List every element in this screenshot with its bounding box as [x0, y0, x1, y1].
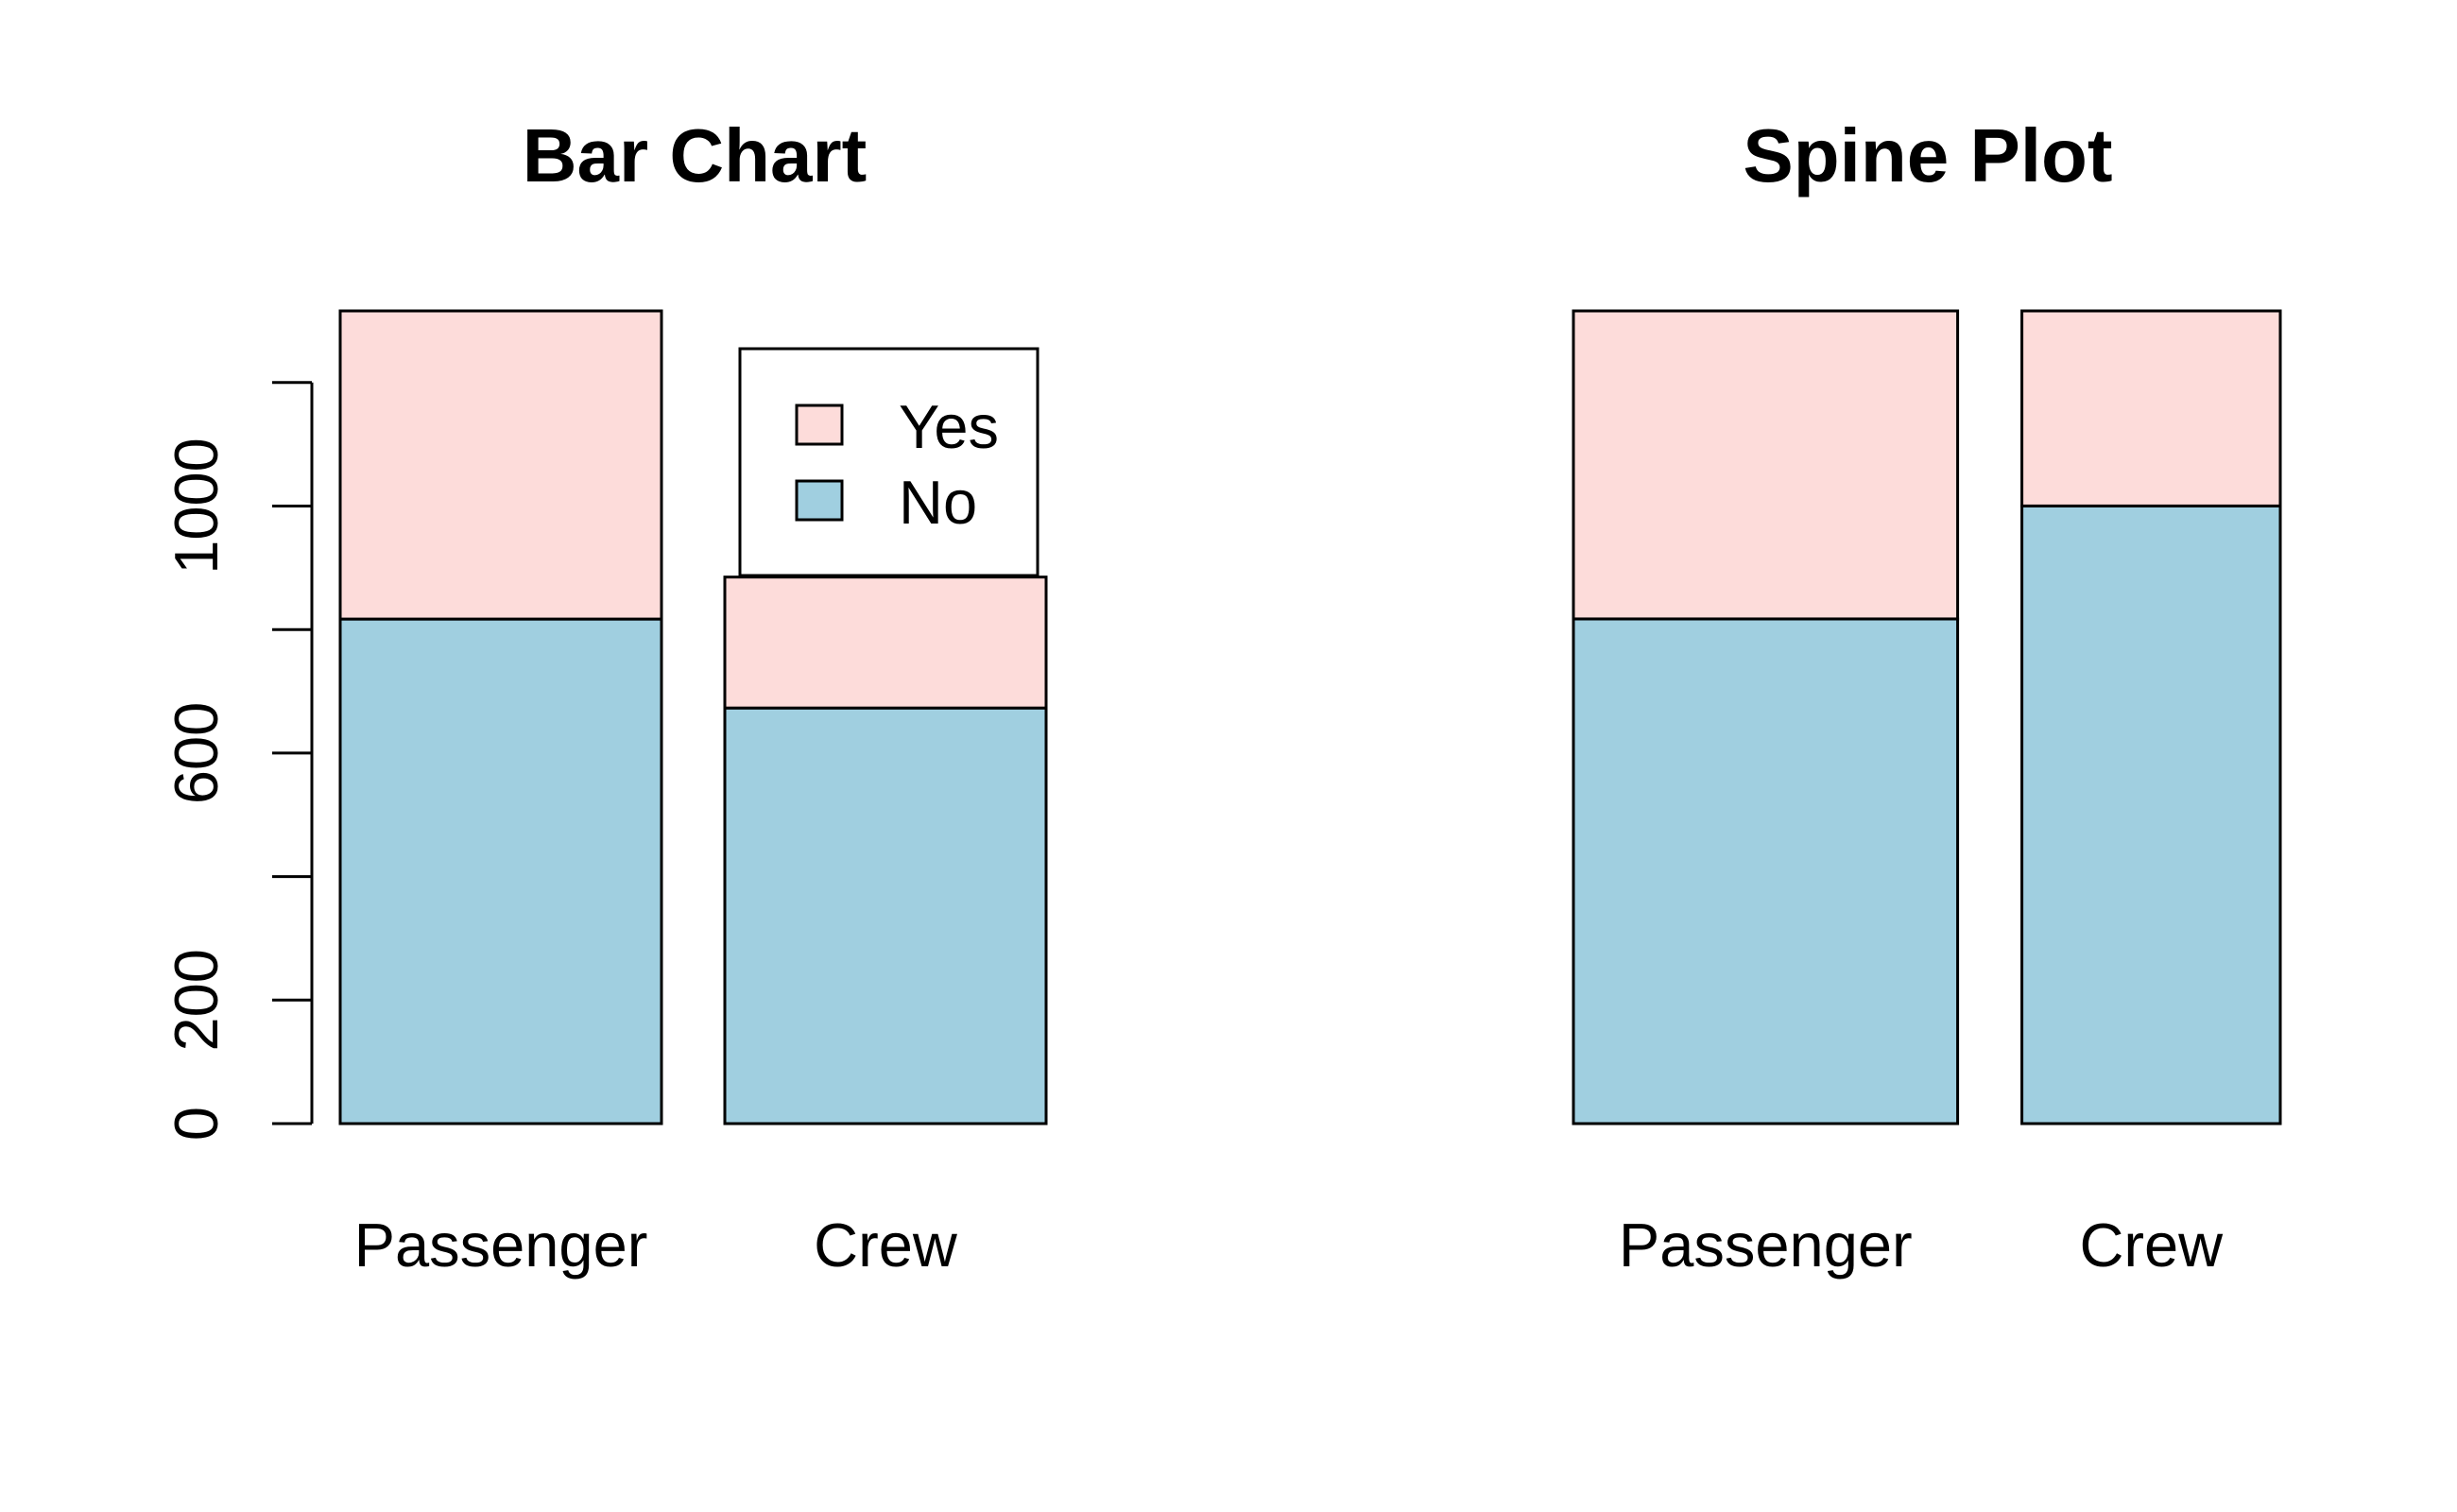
spine-category-label-passenger: Passenger: [1619, 1211, 1913, 1280]
legend-swatch-no: [795, 479, 844, 522]
y-tick-label: 0: [162, 1107, 231, 1141]
bar-chart-y-axis: 0 200 600 1000: [162, 381, 314, 1141]
spine-plot-title: Spine Plot: [1743, 113, 2112, 198]
category-label-crew: Crew: [814, 1211, 958, 1280]
bar-chart-title: Bar Chart: [523, 113, 868, 198]
bar-yes-crew: [723, 576, 1048, 710]
bar-chart-bars: [338, 309, 1048, 1125]
legend: Yes No: [738, 347, 1040, 577]
spine-plot-category-labels: Passenger Crew: [1619, 1211, 2224, 1280]
bar-no-passenger: [338, 617, 663, 1125]
spine-yes-passenger: [1572, 309, 1960, 621]
spine-no-crew: [2020, 504, 2282, 1125]
spine-no-passenger: [1572, 617, 1960, 1125]
bar-chart-panel: Bar Chart 0 200 600 1000 Passenger Crew Yes …: [162, 113, 1048, 1280]
spine-plot-panel: Spine Plot Passenger Crew: [1572, 113, 2282, 1280]
legend-box: [738, 347, 1040, 577]
spine-plot-bars: [1572, 309, 2282, 1125]
bar-no-crew: [723, 706, 1048, 1125]
y-tick-label: 600: [162, 702, 231, 804]
spine-yes-crew: [2020, 309, 2282, 507]
bar-yes-passenger: [338, 309, 663, 621]
category-label-passenger: Passenger: [354, 1211, 648, 1280]
y-tick-label: 200: [162, 949, 231, 1051]
bar-chart-category-labels: Passenger Crew: [354, 1211, 958, 1280]
legend-swatch-yes: [795, 404, 844, 446]
y-tick-label: 1000: [162, 438, 231, 575]
legend-label-yes: Yes: [899, 392, 999, 461]
spine-category-label-crew: Crew: [2079, 1211, 2224, 1280]
legend-label-no: No: [899, 468, 977, 537]
